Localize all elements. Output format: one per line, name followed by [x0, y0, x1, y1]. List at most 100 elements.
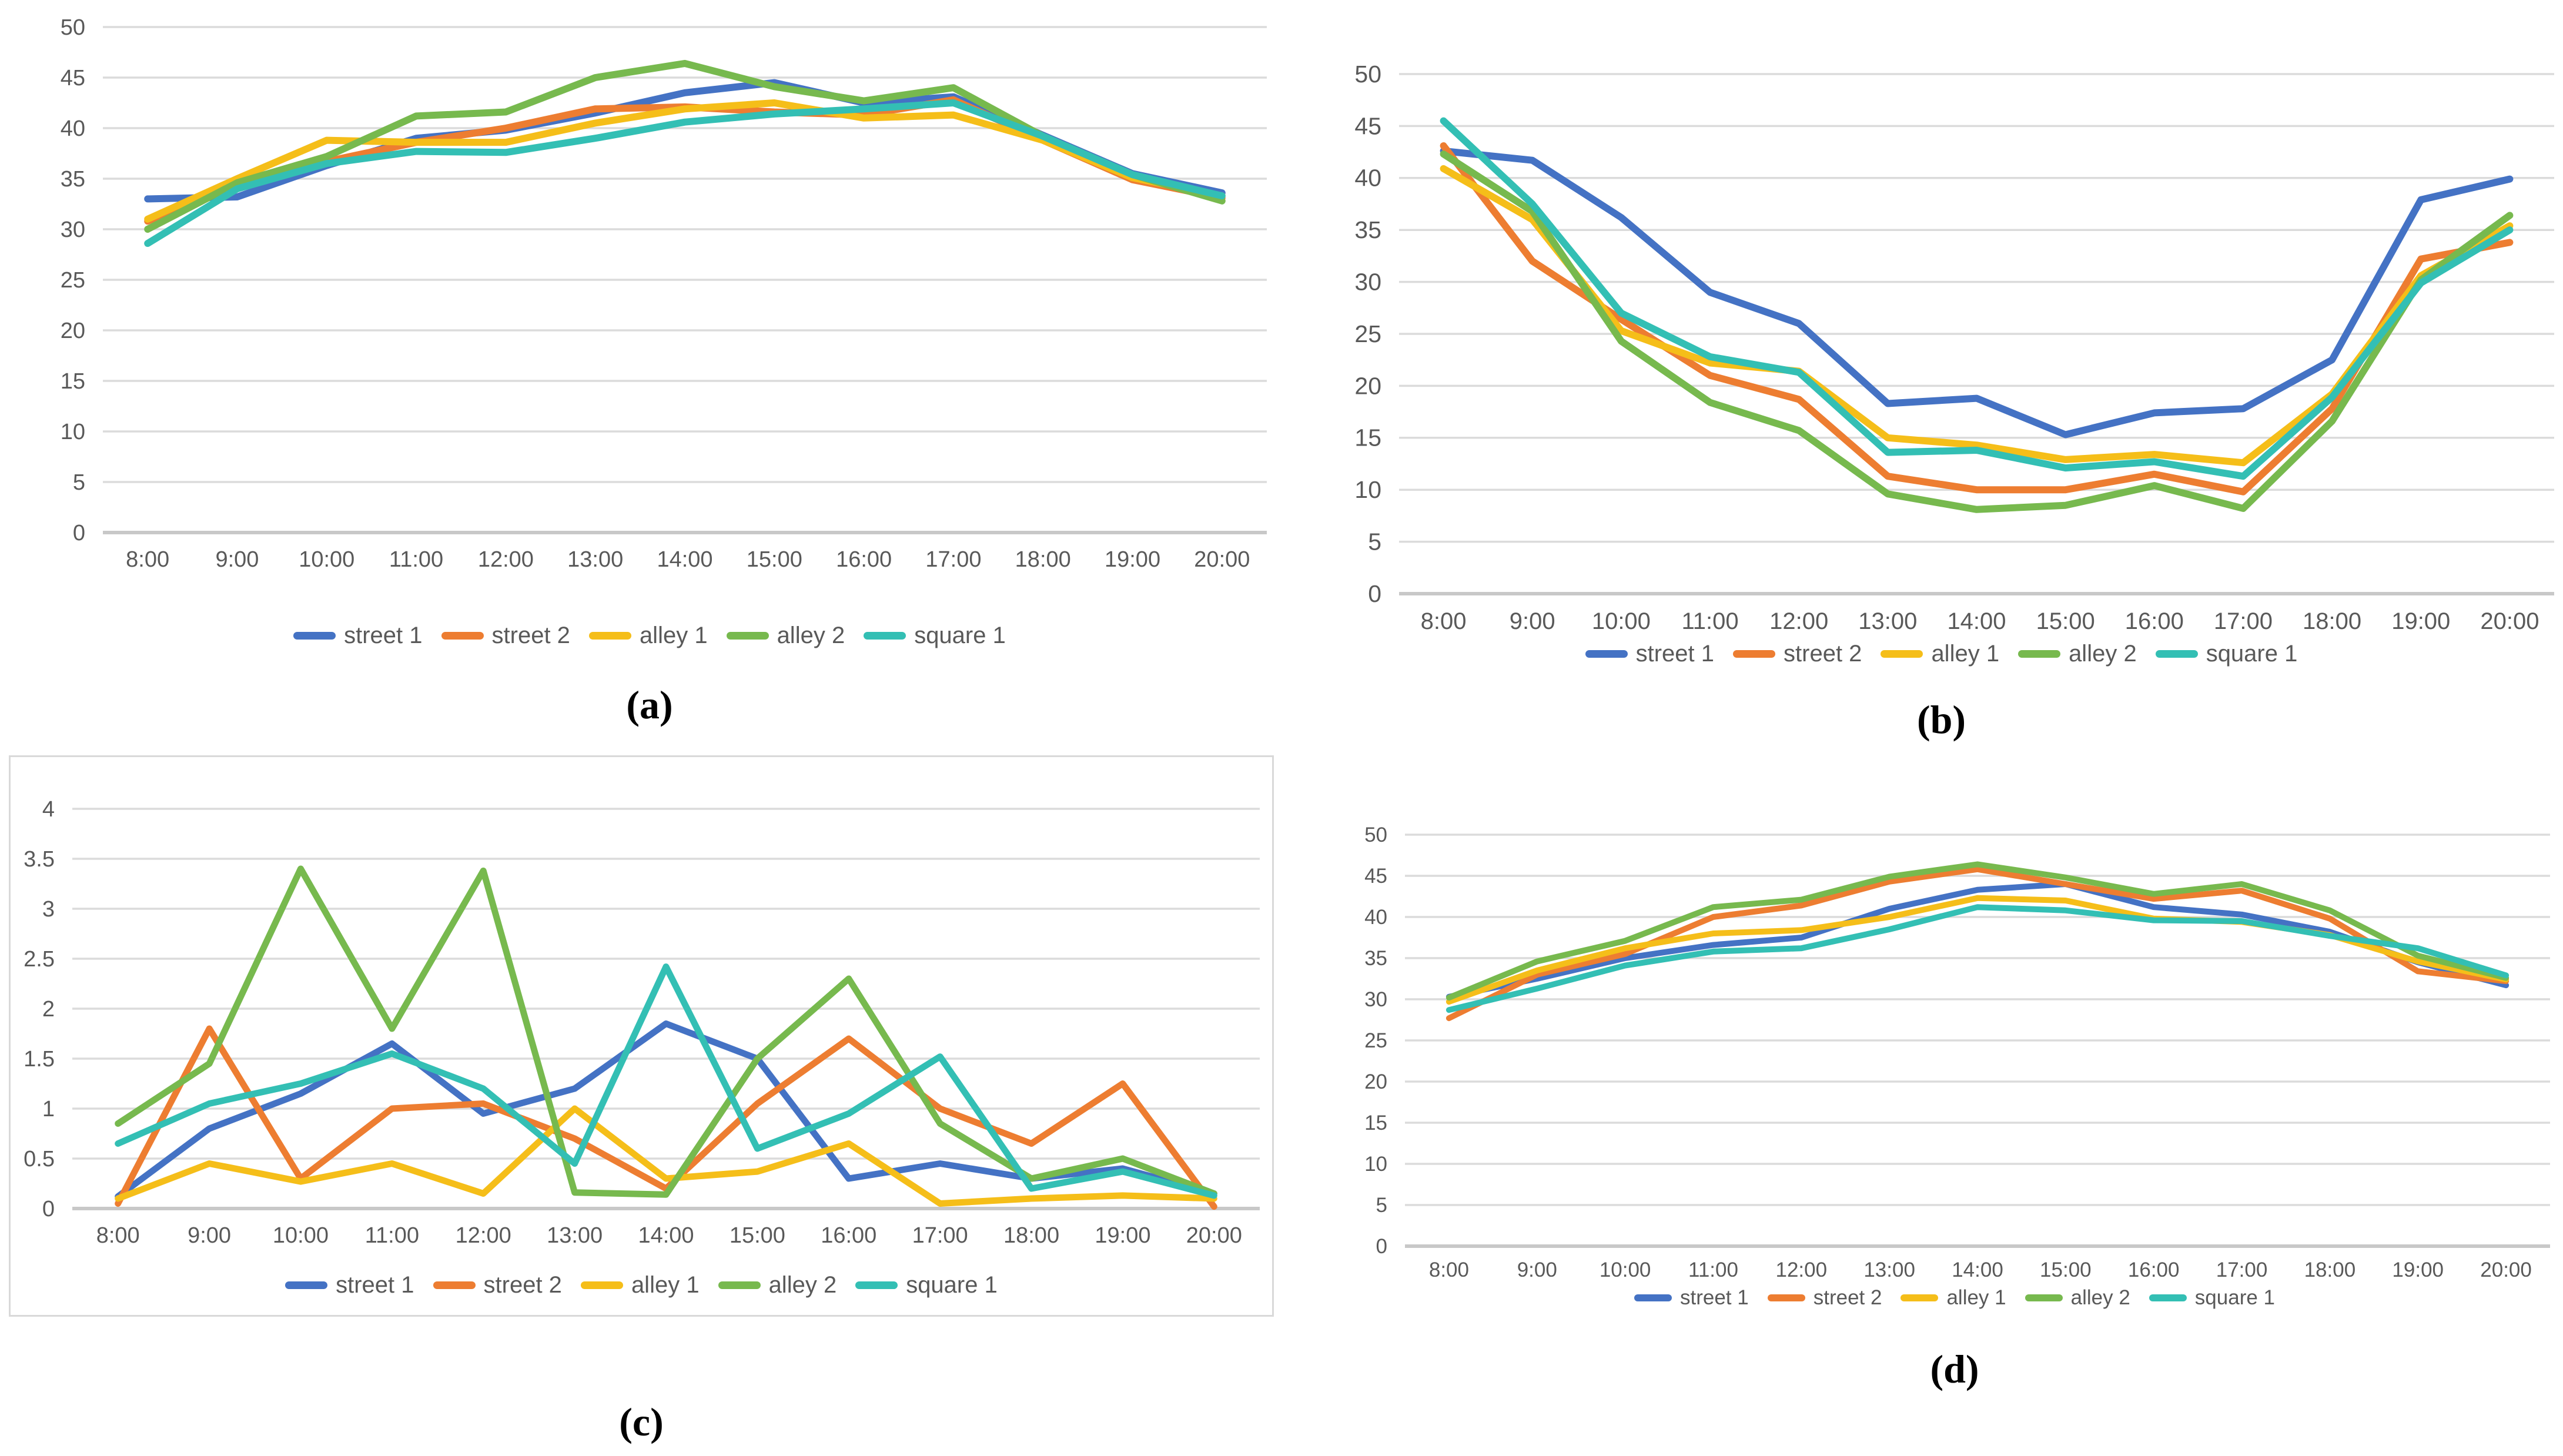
legend-swatch-icon [2155, 650, 2198, 658]
series-line-alley-1 [144, 99, 1226, 223]
x-axis-label: 11:00 [1681, 608, 1738, 634]
y-axis-label: 25 [1354, 320, 1381, 347]
legend-swatch-icon [293, 632, 336, 640]
x-axis-label: 14:00 [638, 1223, 694, 1248]
legend-b: street 1 street 2 alley 1 alley 2 square 1 [1320, 641, 2563, 667]
y-axis-label: 3.5 [24, 847, 55, 872]
series-line-street-1 [115, 1020, 1217, 1200]
chart-a-panel: 0 5 10 15 20 25 30 35 40 45 50 8:00 9:00 10:00 11:00 12… [18, 5, 1282, 728]
y-axis-label: 35 [1354, 216, 1381, 243]
series-line-street-2 [1446, 866, 2510, 1022]
series-line-alley-2 [115, 865, 1217, 1198]
legend-item-square-1: square 1 [864, 622, 1006, 649]
chart-a-plot: 0 5 10 15 20 25 30 35 40 45 50 8:00 9:00 10:00 11:00 12… [61, 15, 1267, 572]
chart-b-panel: 0 5 10 15 20 25 30 35 40 45 50 8:00 9:00 10:00 11:00 12… [1320, 11, 2563, 743]
legend-item-square-1: square 1 [2155, 641, 2298, 667]
series-line-alley-2 [1440, 150, 2514, 513]
y-axis-label: 2.5 [24, 947, 55, 972]
y-axis-label: 10 [1364, 1153, 1387, 1176]
legend-label: street 2 [1784, 641, 1862, 667]
gridlines [1405, 834, 2550, 1248]
legend-label: alley 1 [639, 622, 708, 648]
legend-item-alley-1: alley 1 [580, 1272, 700, 1298]
x-axis-label: 17:00 [912, 1223, 968, 1248]
series-lines [1440, 117, 2514, 513]
legend-c: street 1 street 2 alley 1 alley 2 square 1 [11, 1272, 1272, 1298]
x-axis-label: 13:00 [1858, 608, 1917, 634]
y-axis-label: 35 [61, 167, 85, 192]
legend-label: street 2 [483, 1272, 562, 1298]
y-axis-label: 0.5 [24, 1147, 55, 1172]
x-axis-label: 18:00 [2304, 1258, 2356, 1277]
x-axis-label: 15:00 [2036, 608, 2095, 634]
y-axis-label: 50 [61, 15, 85, 40]
legend-swatch-icon [1585, 650, 1628, 658]
x-axis-label: 16:00 [2128, 1258, 2180, 1277]
y-axis-label: 45 [1364, 865, 1387, 888]
x-axis-label: 17:00 [2214, 608, 2273, 634]
y-axis-label: 3 [42, 897, 55, 922]
legend-label: square 1 [2206, 641, 2298, 667]
x-axis-label: 9:00 [1517, 1258, 1557, 1277]
gridlines [72, 808, 1260, 1210]
legend-swatch-icon [588, 632, 631, 640]
legend-item-street-1: street 1 [293, 622, 423, 649]
chart-d-plot: 0 5 10 15 20 25 30 35 40 45 50 8:00 9:00 10:00 11:00 12… [1364, 824, 2550, 1277]
x-axis-label: 8:00 [1429, 1258, 1469, 1277]
x-axis-label: 15:00 [730, 1223, 785, 1248]
legend-swatch-icon [855, 1281, 898, 1289]
legend-a: street 1 street 2 alley 1 alley 2 square 1 [18, 622, 1282, 649]
x-axis-label: 15:00 [2040, 1258, 2092, 1277]
legend-label: street 2 [491, 622, 570, 648]
x-axis-label: 8:00 [126, 547, 169, 572]
chart-c-plot: 0 0.5 1 1.5 2 2.5 3 3.5 4 8:00 9:00 10:00 11:00 12:00… [24, 797, 1260, 1248]
x-axis-labels: 8:00 9:00 10:00 11:00 12:00 13:00 14:00 15:00 16… [1421, 608, 2539, 634]
x-axis-label: 17:00 [2216, 1258, 2268, 1277]
x-axis-label: 19:00 [2391, 608, 2450, 634]
y-axis-label: 5 [1376, 1194, 1387, 1217]
series-line-square-1 [115, 963, 1217, 1199]
y-axis-label: 10 [61, 420, 85, 444]
x-axis-label: 18:00 [1003, 1223, 1059, 1248]
legend-label: square 1 [2194, 1286, 2276, 1309]
x-axis-label: 11:00 [1688, 1258, 1738, 1277]
legend-swatch-icon [2149, 1294, 2187, 1301]
y-axis-label: 0 [73, 521, 85, 545]
x-axis-label: 12:00 [1769, 608, 1828, 634]
x-axis-label: 12:00 [1776, 1258, 1828, 1277]
x-axis-labels: 8:00 9:00 10:00 11:00 12:00 13:00 14:00 15:00 16… [1429, 1258, 2532, 1277]
x-axis-label: 20:00 [1194, 547, 1250, 572]
y-axis-label: 5 [1368, 528, 1381, 555]
x-axis-label: 19:00 [2392, 1258, 2444, 1277]
y-axis-label: 30 [61, 217, 85, 242]
y-axis-label: 20 [1364, 1070, 1387, 1093]
legend-item-street-1: street 1 [1585, 641, 1714, 667]
x-axis-label: 11:00 [365, 1223, 419, 1248]
y-axis-label: 1.5 [24, 1047, 55, 1072]
y-axis-label: 40 [61, 116, 85, 141]
y-axis-label: 4 [42, 797, 55, 822]
legend-item-alley-1: alley 1 [1900, 1286, 2006, 1310]
legend-swatch-icon [718, 1281, 761, 1289]
y-axis-label: 20 [1354, 372, 1381, 399]
series-lines [144, 59, 1226, 247]
x-axis-label: 9:00 [215, 547, 259, 572]
chart-b-plot: 0 5 10 15 20 25 30 35 40 45 50 8:00 9:00 10:00 11:00 12… [1354, 61, 2554, 634]
y-axis-label: 15 [1354, 424, 1381, 451]
x-axis-label: 9:00 [188, 1223, 231, 1248]
y-axis-label: 20 [61, 319, 85, 343]
y-axis-label: 0 [1376, 1235, 1387, 1258]
legend-swatch-icon [1881, 650, 1923, 658]
y-axis-label: 40 [1364, 906, 1387, 929]
x-axis-label: 14:00 [657, 547, 712, 572]
legend-label: alley 2 [2069, 641, 2137, 667]
legend-swatch-icon [2018, 650, 2061, 658]
legend-swatch-icon [1634, 1294, 1672, 1301]
x-axis-label: 13:00 [547, 1223, 603, 1248]
x-axis-labels: 8:00 9:00 10:00 11:00 12:00 13:00 14:00 15:00 16… [96, 1223, 1242, 1248]
legend-label: street 1 [1635, 641, 1715, 667]
legend-label: square 1 [914, 622, 1006, 648]
legend-d: street 1 street 2 alley 1 alley 2 square 1 [1346, 1286, 2563, 1310]
x-axis-label: 12:00 [478, 547, 534, 572]
x-axis-label: 20:00 [2480, 608, 2539, 634]
